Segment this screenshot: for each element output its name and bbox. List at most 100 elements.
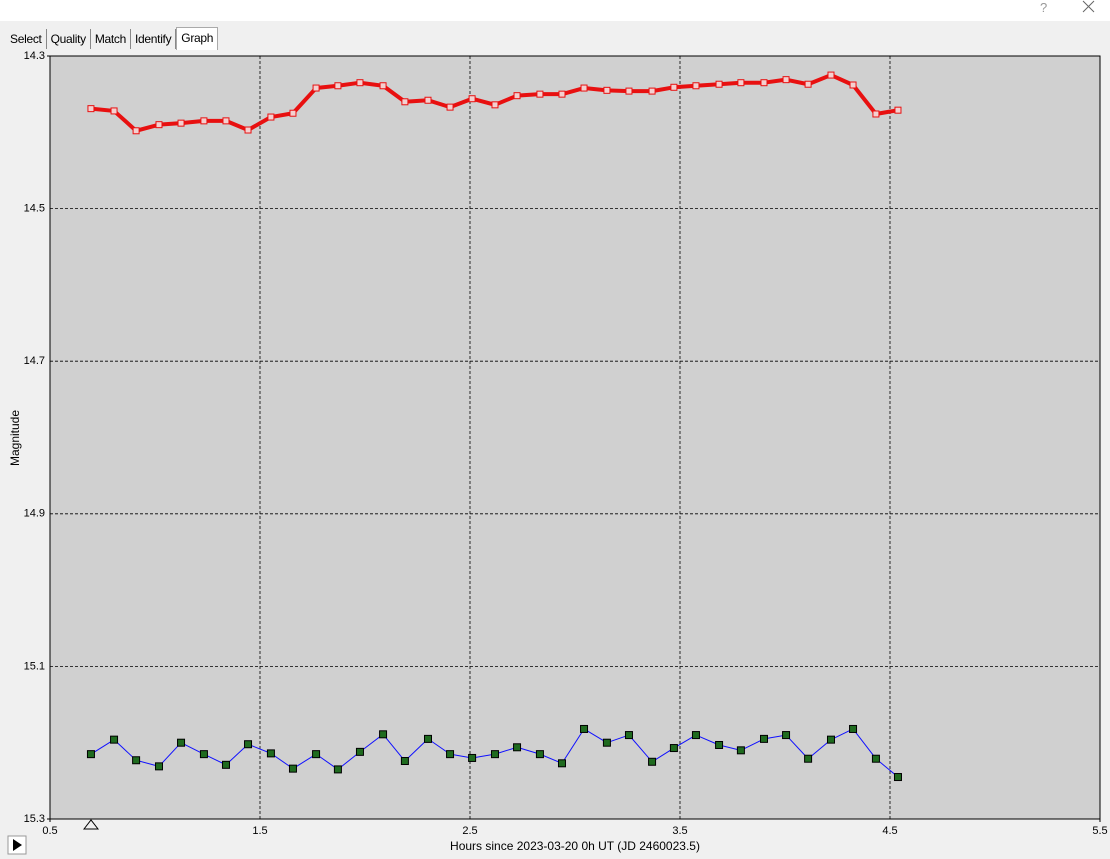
data-point bbox=[199, 750, 208, 759]
data-point bbox=[535, 750, 544, 759]
y-tick-label: 14.9 bbox=[24, 508, 45, 520]
data-point bbox=[110, 107, 118, 115]
x-axis-label: Hours since 2023-03-20 0h UT (JD 2460023… bbox=[450, 839, 700, 853]
tab[interactable]: Graph bbox=[176, 27, 219, 50]
tab-strip: Select Quality Match Identify Graph bbox=[6, 27, 219, 50]
data-point bbox=[222, 117, 230, 125]
x-tick-label: 4.5 bbox=[882, 825, 897, 837]
data-point bbox=[849, 724, 858, 733]
data-point bbox=[602, 738, 611, 747]
data-point bbox=[691, 731, 700, 740]
data-point bbox=[401, 98, 409, 106]
tab[interactable]: Quality bbox=[47, 29, 91, 49]
data-point bbox=[289, 109, 297, 117]
data-point bbox=[871, 754, 880, 763]
data-point bbox=[400, 757, 409, 766]
tab[interactable]: Select bbox=[6, 29, 47, 49]
data-point bbox=[266, 749, 275, 758]
data-point bbox=[334, 82, 342, 90]
data-point bbox=[288, 764, 297, 773]
data-point bbox=[760, 79, 768, 87]
help-button[interactable]: ? bbox=[1040, 0, 1048, 15]
data-point bbox=[669, 744, 678, 753]
data-point bbox=[244, 126, 252, 134]
plot-area bbox=[49, 55, 1101, 820]
tab[interactable]: Match bbox=[91, 29, 131, 49]
tab[interactable]: Identify bbox=[131, 29, 177, 49]
data-point bbox=[715, 740, 724, 749]
data-point bbox=[715, 80, 723, 88]
data-point bbox=[513, 92, 521, 100]
data-point bbox=[580, 724, 589, 733]
data-point bbox=[692, 82, 700, 90]
data-point bbox=[200, 117, 208, 125]
data-point bbox=[333, 765, 342, 774]
data-point bbox=[670, 83, 678, 91]
data-point bbox=[446, 103, 454, 111]
data-point bbox=[872, 110, 880, 118]
data-point bbox=[536, 90, 544, 98]
data-point bbox=[625, 87, 633, 95]
y-tick-label: 14.3 bbox=[24, 50, 45, 62]
data-point bbox=[760, 734, 768, 743]
data-point bbox=[177, 738, 186, 747]
time-marker[interactable] bbox=[82, 819, 100, 830]
data-point bbox=[221, 760, 230, 769]
data-point bbox=[849, 81, 857, 89]
data-point bbox=[132, 127, 140, 135]
data-point bbox=[624, 731, 633, 740]
data-point bbox=[110, 735, 119, 744]
y-tick-label: 15.1 bbox=[24, 660, 45, 672]
data-point bbox=[804, 80, 812, 88]
data-point bbox=[424, 734, 432, 743]
data-point bbox=[312, 750, 321, 759]
data-point bbox=[446, 750, 455, 759]
data-point bbox=[86, 750, 95, 759]
data-point bbox=[804, 754, 813, 763]
data-point bbox=[424, 96, 432, 104]
data-point bbox=[827, 71, 835, 79]
data-point bbox=[603, 86, 611, 94]
data-point bbox=[267, 113, 275, 121]
y-tick-label: 14.5 bbox=[24, 203, 45, 215]
data-point bbox=[558, 90, 566, 98]
data-point bbox=[177, 119, 185, 127]
data-point bbox=[468, 753, 477, 762]
data-point bbox=[648, 757, 657, 766]
data-point bbox=[379, 730, 388, 739]
data-point bbox=[782, 76, 790, 84]
data-point bbox=[154, 762, 163, 771]
data-point bbox=[826, 735, 835, 744]
data-point bbox=[468, 95, 476, 103]
data-point bbox=[648, 87, 656, 95]
data-point bbox=[312, 84, 320, 92]
data-point bbox=[557, 759, 566, 768]
x-tick-label: 2.5 bbox=[462, 825, 477, 837]
data-point bbox=[244, 740, 253, 749]
data-point bbox=[132, 756, 141, 765]
x-tick-label: 5.5 bbox=[1092, 825, 1107, 837]
data-point bbox=[737, 79, 745, 87]
data-point bbox=[491, 101, 499, 109]
y-tick-label: 14.7 bbox=[24, 355, 45, 367]
data-point bbox=[580, 84, 588, 92]
data-point bbox=[490, 750, 499, 759]
x-tick-label: 3.5 bbox=[672, 825, 687, 837]
data-point bbox=[87, 105, 95, 113]
data-point bbox=[379, 82, 387, 90]
data-point bbox=[782, 731, 791, 740]
play-icon bbox=[13, 839, 22, 851]
data-point bbox=[155, 121, 163, 129]
y-axis-label: Magnitude bbox=[8, 410, 22, 466]
x-tick-label: 0.5 bbox=[42, 825, 57, 837]
data-point bbox=[513, 743, 522, 752]
data-point bbox=[355, 747, 364, 756]
data-point bbox=[893, 773, 902, 782]
data-point bbox=[736, 746, 745, 755]
data-point bbox=[356, 79, 364, 87]
close-button[interactable] bbox=[0, 0, 1110, 21]
title-bar: ? bbox=[0, 0, 1110, 21]
data-point bbox=[894, 106, 902, 114]
